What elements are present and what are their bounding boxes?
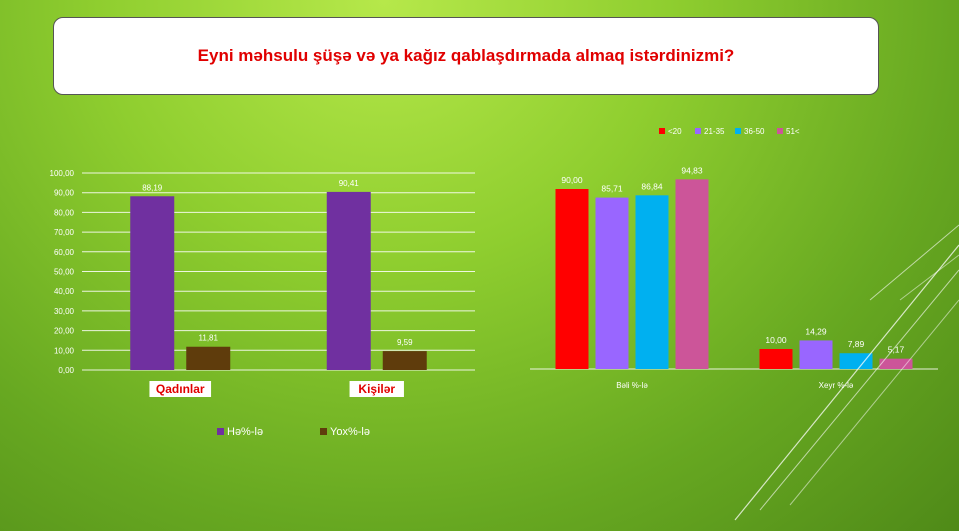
bar-age-1-0 xyxy=(595,197,629,369)
data-label: 94,83 xyxy=(681,165,703,175)
bar-age-0-1 xyxy=(759,349,793,369)
bar-no-0 xyxy=(186,346,231,370)
slide-title: Eyni məhsulu şüşə və ya kağız qablaşdırm… xyxy=(197,46,735,65)
data-label: 7,89 xyxy=(848,339,865,349)
data-label: 11,81 xyxy=(199,334,219,343)
category-label-bg xyxy=(349,381,404,397)
bar-age-2-0 xyxy=(635,195,669,369)
y-tick-label: 10,00 xyxy=(54,346,75,355)
data-label: 90,00 xyxy=(561,175,583,185)
data-label: 9,59 xyxy=(397,338,413,347)
legend-swatch xyxy=(217,428,224,435)
legend-swatch xyxy=(777,128,783,134)
legend-label: <20 xyxy=(668,127,682,136)
data-label: 5,17 xyxy=(888,345,905,355)
legend-swatch xyxy=(659,128,665,134)
data-label: 14,29 xyxy=(805,326,827,336)
data-label: 86,84 xyxy=(641,181,663,191)
y-tick-label: 50,00 xyxy=(54,268,75,277)
y-tick-label: 100,00 xyxy=(50,169,75,178)
y-tick-label: 30,00 xyxy=(54,307,75,316)
category-label: Xeyr %-lə xyxy=(819,381,854,390)
title-box: Eyni məhsulu şüşə və ya kağız qablaşdırm… xyxy=(53,17,879,95)
bar-age-3-1 xyxy=(879,358,913,369)
y-tick-label: 70,00 xyxy=(54,228,75,237)
legend-label: 51< xyxy=(786,127,800,136)
bar-age-1-1 xyxy=(799,340,833,369)
category-label: Bəli %-lə xyxy=(616,381,648,390)
y-tick-label: 80,00 xyxy=(54,208,75,217)
data-label: 10,00 xyxy=(765,335,787,345)
category-label-bg xyxy=(149,381,212,397)
bar-age-2-1 xyxy=(839,353,873,369)
legend-label: Hə%-lə xyxy=(227,426,263,438)
legend-label: Yox%-lə xyxy=(330,426,370,438)
bar-yes-0 xyxy=(130,196,175,370)
legend-label: 36-50 xyxy=(744,127,765,136)
y-tick-label: 60,00 xyxy=(54,248,75,257)
bar-age-0-0 xyxy=(555,189,589,369)
data-label: 88,19 xyxy=(142,183,163,192)
y-tick-label: 20,00 xyxy=(54,327,75,336)
y-tick-label: 0,00 xyxy=(58,366,74,375)
bar-no-1 xyxy=(382,351,427,370)
bar-yes-1 xyxy=(326,191,371,370)
data-label: 90,41 xyxy=(339,179,360,188)
legend-swatch xyxy=(735,128,741,134)
bar-age-3-0 xyxy=(675,179,709,369)
y-tick-label: 40,00 xyxy=(54,287,75,296)
y-tick-label: 90,00 xyxy=(54,189,75,198)
data-label: 85,71 xyxy=(601,184,623,194)
legend-label: 21-35 xyxy=(704,127,725,136)
legend-swatch xyxy=(695,128,701,134)
category-label: Kişilər xyxy=(358,382,395,396)
category-label: Qadınlar xyxy=(156,382,205,396)
legend-swatch xyxy=(320,428,327,435)
